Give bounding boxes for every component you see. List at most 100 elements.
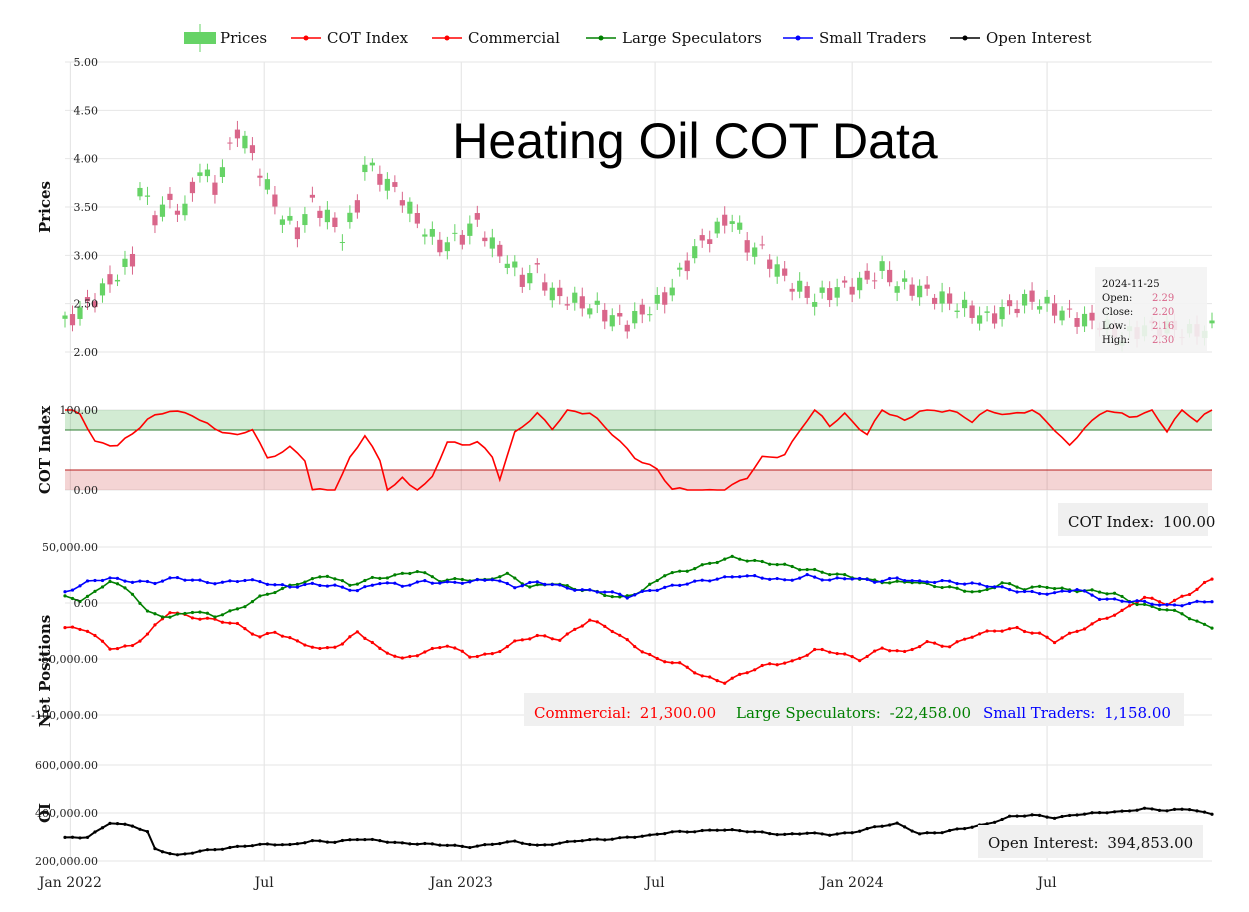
open-interest-series-point [318,839,322,843]
open-interest-series-point [1090,811,1094,815]
net-small-traders-series-point [745,574,749,578]
net-small-traders-series-point [385,581,389,585]
net-commercial-series-point [760,663,764,668]
net-commercial-series-point [955,640,959,644]
net-commercial-series-point [1030,631,1034,635]
net-large-speculators-series-point [1037,584,1042,588]
cot-index-summary-label: COT Index: [1068,513,1154,531]
net-small-traders-series-point [130,580,135,584]
price-candle-body [354,200,360,213]
net-large-speculators-series-point [63,594,67,598]
net-small-traders-series-point [1127,600,1132,604]
net-large-speculators-series-point [393,573,397,577]
open-interest-series-point [655,832,659,836]
net-commercial-series-point [513,639,517,643]
net-small-traders-series-point [445,580,449,584]
net-commercial-series-point [1075,629,1079,633]
price-candle [452,224,458,242]
price-candle [722,206,728,234]
price-candle-body [234,129,241,139]
open-interest-series-point [93,830,97,834]
price-candle [1021,289,1028,314]
net-small-traders-series-point [505,581,509,586]
net-small-traders-series-point [910,579,914,583]
price-candle [737,215,743,234]
open-interest-series-point [108,821,112,825]
net-small-traders-series-point [918,579,922,583]
net-large-speculators-series-point [1097,590,1102,594]
net-commercial-series-point [708,675,712,679]
price-candle [572,286,578,311]
net-large-speculators-series-point [235,607,240,611]
net-large-speculators-series-point [768,562,772,566]
net-small-traders-series-point [513,586,517,590]
price-candle-body [429,228,435,237]
net-small-traders-series-point [160,579,165,583]
open-interest-series-point [618,836,622,840]
price-candle [204,163,211,183]
price-candle-body [279,219,286,225]
net-small-traders-series-point [790,578,794,582]
open-interest-series-point [138,827,142,831]
net-small-traders-series-point [970,581,974,585]
open-interest-series-point [700,828,704,833]
legend-item: Prices [184,24,267,52]
net-large-speculators-series-point [693,567,697,571]
open-interest-series-point [625,835,629,839]
price-candle [362,156,368,181]
net-large-speculators-series-point [1180,612,1184,616]
net-small-traders-series-point [1210,600,1214,604]
price-candle [482,231,488,247]
net-small-traders-series-point [985,584,989,589]
net-small-traders-series-point [378,582,382,586]
net-commercial-series-point [1082,627,1087,631]
net-small-traders-series-point [1075,587,1079,592]
open-interest-series-point [265,842,270,846]
open-interest-series-point [468,845,472,850]
net-commercial-series-point [865,654,869,659]
price-candle [384,172,390,200]
y-tick-label: 600,000.00 [35,759,98,772]
net-commercial-series-point [348,635,352,639]
legend-line-marker [303,35,309,41]
net-large-speculators-series-point [355,582,359,586]
net-small-traders-series-point [655,588,659,592]
net-large-speculators-series-point [303,580,307,584]
x-tick-label: Jan 2022 [37,875,102,891]
price-candle [662,286,668,314]
net-commercial-series-point [873,649,877,653]
net-large-speculators-series-point [400,571,404,575]
net-small-traders-series-point [700,578,704,582]
tooltip-row-value: 2.30 [1152,335,1174,346]
price-candle-body [557,287,563,297]
net-commercial-series-point [138,639,142,643]
net-commercial-series-point [483,652,487,656]
net-large-speculators-series-point [145,609,150,613]
price-candle [1209,312,1215,329]
price-candle-body [99,283,106,296]
price-candle [287,207,293,225]
price-candle-body [1051,303,1058,316]
price-candle-body [242,135,248,149]
net-small-traders-series-point [115,576,120,580]
net-commercial-series-point [243,627,247,631]
y-tick-label: 5.00 [74,56,99,69]
commercial-summary-value: 21,300.00 [640,704,716,722]
net-small-traders-series-point [205,580,210,585]
net-small-traders-series-point [940,578,944,583]
price-candle [984,306,990,322]
net-commercial-series-point [888,649,892,653]
open-interest-series-point [213,848,217,852]
open-interest-series-point [438,843,442,847]
open-interest-series-point [828,833,832,837]
open-interest-series-point [685,830,689,834]
net-small-traders-series-point [348,588,352,592]
price-candle-body [107,274,113,285]
net-large-speculators-series-point [723,557,727,561]
net-commercial-series-point [663,660,667,664]
net-large-speculators-series-point [1000,581,1004,585]
net-small-traders-series-point [948,579,952,583]
open-interest-series-point [1007,814,1012,818]
net-commercial-series-point [985,629,989,633]
net-large-speculators-series-point [78,599,82,604]
